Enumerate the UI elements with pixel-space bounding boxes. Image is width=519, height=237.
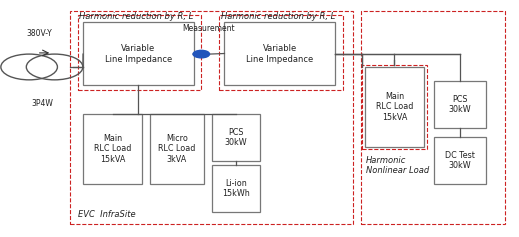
Text: Variable
Line Impedance: Variable Line Impedance [105,44,172,64]
Text: EVC  InfraSite: EVC InfraSite [78,210,135,219]
Text: PCS
30kW: PCS 30kW [225,128,248,147]
Text: Measurement: Measurement [182,24,235,33]
Circle shape [193,50,210,58]
Text: Micro
RLC Load
3kVA: Micro RLC Load 3kVA [158,134,196,164]
Bar [365,67,424,147]
Bar [220,15,343,90]
Text: Harmonic reduction by R, L: Harmonic reduction by R, L [79,12,194,21]
Bar [150,114,204,184]
Bar [83,114,142,184]
Bar [362,65,427,149]
Bar [70,11,353,224]
Bar [434,81,486,128]
Text: PCS
30kW: PCS 30kW [449,95,471,114]
Text: Main
RLC Load
15kVA: Main RLC Load 15kVA [94,134,131,164]
Text: DC Test
30kW: DC Test 30kW [445,151,475,170]
Text: Variable
Line Impedance: Variable Line Impedance [246,44,313,64]
Bar [78,15,201,90]
Bar [212,165,261,212]
Bar [212,114,261,161]
Bar [224,23,335,85]
Text: Harmonic reduction by R, L: Harmonic reduction by R, L [221,12,335,21]
Text: 380V-Y: 380V-Y [26,29,52,38]
Text: Harmonic
Nonlinear Load: Harmonic Nonlinear Load [366,156,429,175]
Bar [361,11,505,224]
Bar [83,23,194,85]
Text: 3P4W: 3P4W [31,99,53,108]
Text: Li-ion
15kWh: Li-ion 15kWh [222,179,250,198]
Text: Main
RLC Load
15kVA: Main RLC Load 15kVA [376,92,413,122]
Bar [434,137,486,184]
